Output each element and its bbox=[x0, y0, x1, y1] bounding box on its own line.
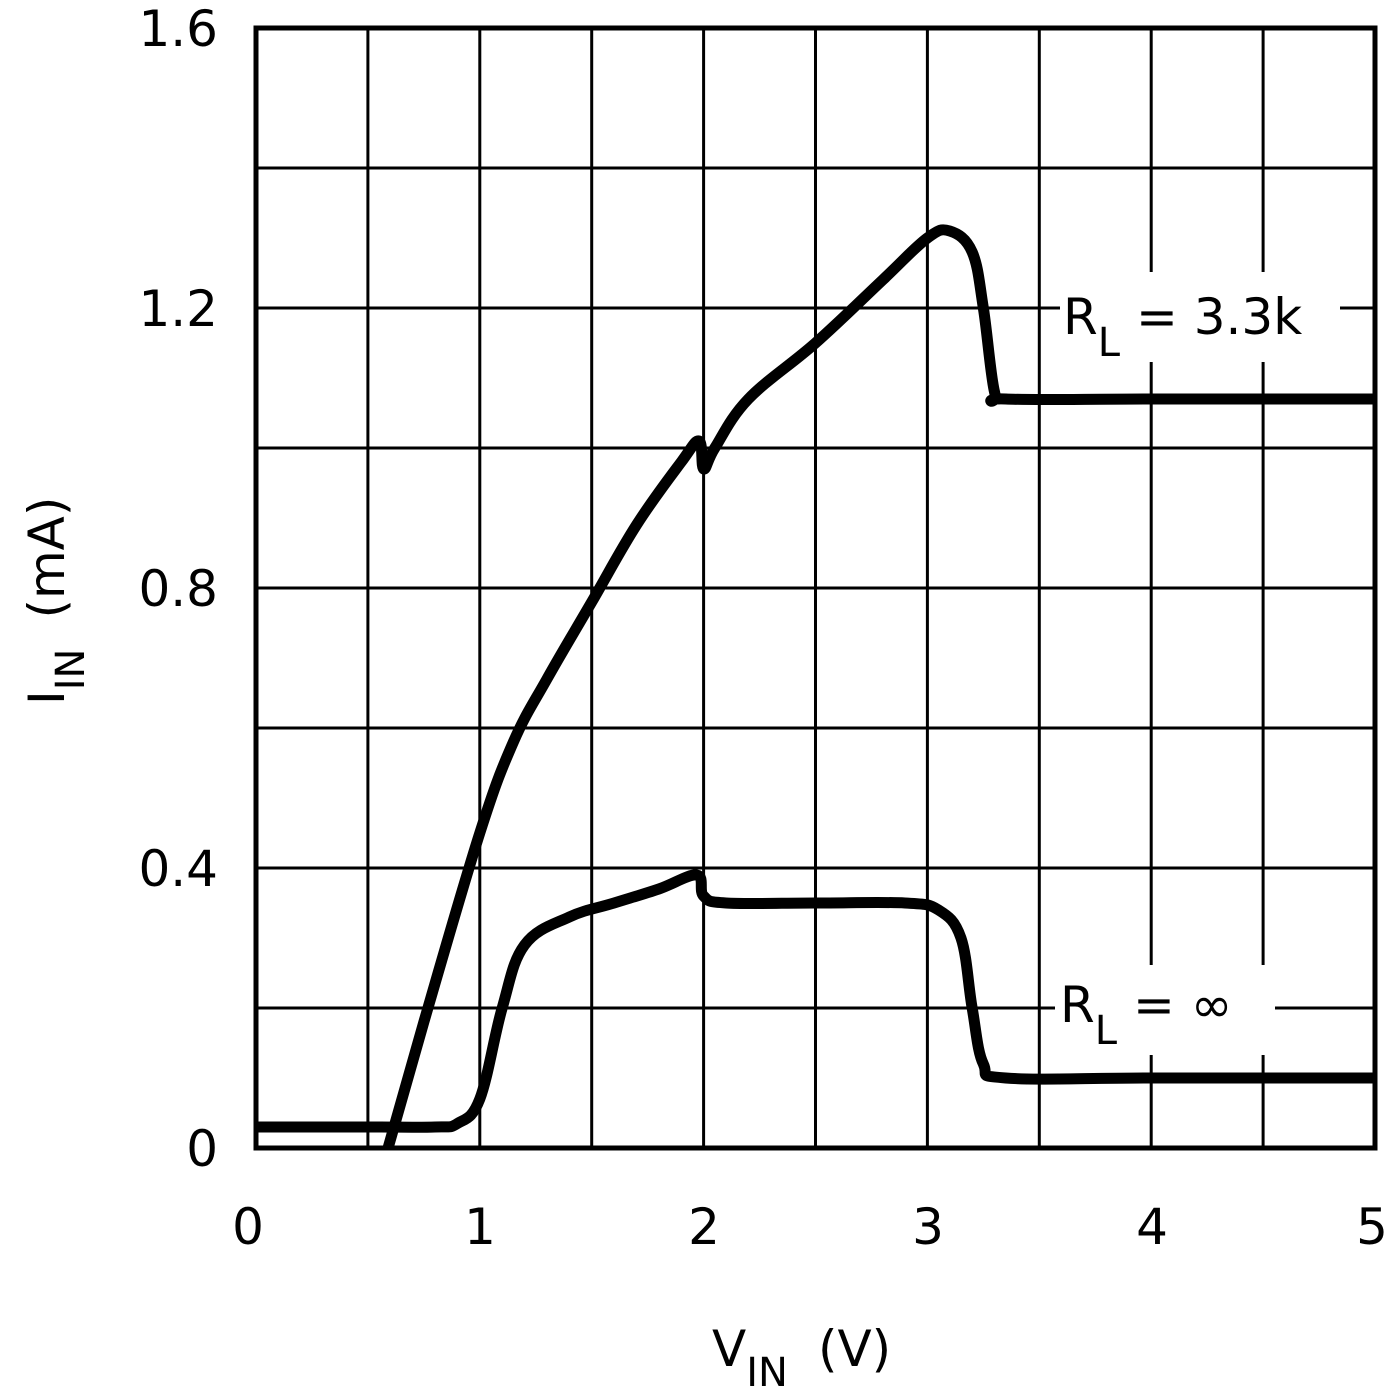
legend-bg-3-3k bbox=[1060, 272, 1340, 362]
x-tick-0: 0 bbox=[232, 1198, 264, 1256]
plot-frame bbox=[253, 25, 1378, 1151]
x-tick-2: 2 bbox=[688, 1198, 720, 1256]
y-tick-1-6: 1.6 bbox=[138, 0, 218, 58]
x-axis-title: VIN (V) bbox=[712, 1320, 891, 1391]
x-tick-1: 1 bbox=[464, 1198, 496, 1256]
grid-lines bbox=[256, 28, 1375, 1148]
y-tick-0-4: 0.4 bbox=[138, 840, 218, 898]
curve-rl-3-3k bbox=[382, 224, 1375, 1150]
legend-label-inf: RL = ∞ bbox=[1060, 976, 1232, 1054]
y-tick-0: 0 bbox=[186, 1120, 218, 1178]
y-axis-title: IIN(mA) bbox=[18, 497, 94, 705]
curve-rl-infinity bbox=[256, 869, 1375, 1133]
curves bbox=[256, 224, 1375, 1150]
x-tick-5: 5 bbox=[1356, 1198, 1388, 1256]
y-tick-1-2: 1.2 bbox=[138, 280, 218, 338]
x-tick-4: 4 bbox=[1136, 1198, 1168, 1256]
legend-label-3-3k: RL = 3.3k bbox=[1063, 288, 1302, 366]
legend-bg-inf bbox=[1055, 965, 1275, 1055]
y-tick-0-8: 0.8 bbox=[138, 560, 218, 618]
x-tick-3: 3 bbox=[912, 1198, 944, 1256]
